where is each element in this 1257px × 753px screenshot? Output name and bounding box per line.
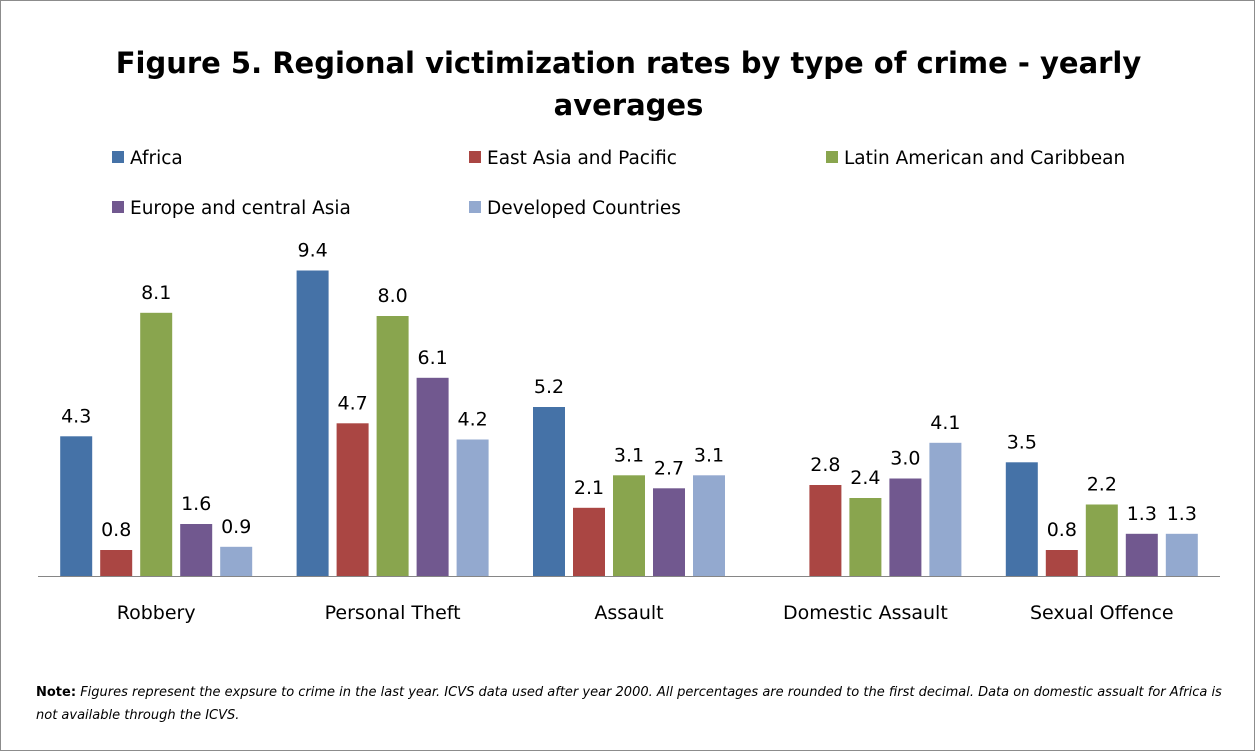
bar-assault-developed-countries [693,475,725,577]
data-label-personal-theft-europe-and-central-asia: 6.1 [417,347,447,369]
data-label-assault-africa: 5.2 [534,376,564,398]
data-label-personal-theft-latin-american-and-caribbean: 8.0 [377,285,407,307]
data-label-assault-developed-countries: 3.1 [694,444,724,466]
bar-sexual-offence-east-asia-and-pacific [1045,550,1078,576]
legend-label-developed: Developed Countries [487,198,681,219]
legend-item-latin-america: Latin American and Caribbean [826,148,1125,170]
legend-label-europe: Europe and central Asia [130,198,351,219]
data-label-personal-theft-developed-countries: 4.2 [457,409,487,431]
bar-assault-europe-and-central-asia [653,488,685,577]
bar-assault-east-asia-and-pacific [573,507,605,577]
data-label-robbery-latin-american-and-caribbean: 8.1 [141,282,171,304]
data-label-sexual-offence-africa: 3.5 [1007,431,1037,453]
note-text: Figures represent the expsure to crime i… [36,685,1222,723]
legend-swatch-latin-america [826,151,838,163]
legend-item-africa: Africa [112,148,183,170]
bar-robbery-developed-countries [220,546,253,577]
bar-personal-theft-europe-and-central-asia [416,377,449,577]
data-label-robbery-developed-countries: 0.9 [221,516,251,538]
legend-label-east-asia: East Asia and Pacific [487,148,677,169]
data-label-assault-latin-american-and-caribbean: 3.1 [614,444,644,466]
bar-robbery-europe-and-central-asia [180,524,213,576]
data-label-assault-europe-and-central-asia: 2.7 [654,457,684,479]
legend-swatch-east-asia [469,151,481,163]
legend-item-europe: Europe and central Asia [112,198,351,220]
category-label-domestic-assault: Domestic Assault [783,602,948,624]
bar-personal-theft-latin-american-and-caribbean [376,316,409,576]
bar-sexual-offence-europe-and-central-asia [1125,533,1158,577]
data-label-sexual-offence-east-asia-and-pacific: 0.8 [1047,519,1077,541]
bar-personal-theft-east-asia-and-pacific [336,423,369,577]
data-label-personal-theft-africa: 9.4 [297,240,327,262]
legend-label-latin-america: Latin American and Caribbean [844,148,1126,169]
bar-assault-africa [533,407,565,576]
bar-domestic-assault-east-asia-and-pacific [809,485,842,576]
bar-robbery-africa [60,436,93,577]
category-label-sexual-offence: Sexual Offence [1030,602,1174,624]
data-label-robbery-africa: 4.3 [61,405,91,427]
legend-item-east-asia: East Asia and Pacific [469,148,677,170]
chart-note: Note: Figures represent the expsure to c… [36,681,1226,727]
data-label-domestic-assault-europe-and-central-asia: 3.0 [890,448,920,470]
bar-sexual-offence-latin-american-and-caribbean [1085,504,1118,576]
data-label-sexual-offence-latin-american-and-caribbean: 2.2 [1087,474,1117,496]
bar-personal-theft-africa [296,270,329,576]
category-label-assault: Assault [594,602,663,624]
bar-robbery-east-asia-and-pacific [100,550,133,576]
bar-robbery-latin-american-and-caribbean [140,312,173,577]
bar-personal-theft-developed-countries [456,439,489,576]
data-label-sexual-offence-developed-countries: 1.3 [1167,503,1197,525]
chart-title: Figure 5. Regional victimization rates b… [0,42,1257,126]
bar-sexual-offence-developed-countries [1165,533,1198,577]
data-label-assault-east-asia-and-pacific: 2.1 [574,477,604,499]
bar-assault-latin-american-and-caribbean [613,475,645,577]
data-label-domestic-assault-developed-countries: 4.1 [930,412,960,434]
bar-sexual-offence-africa [1005,462,1038,577]
data-label-domestic-assault-latin-american-and-caribbean: 2.4 [850,467,880,489]
data-label-robbery-europe-and-central-asia: 1.6 [181,493,211,515]
category-label-robbery: Robbery [117,602,196,624]
data-label-robbery-east-asia-and-pacific: 0.8 [101,519,131,541]
legend-swatch-europe [112,201,124,213]
bar-domestic-assault-developed-countries [929,442,962,577]
category-label-personal-theft: Personal Theft [325,602,461,624]
chart-title-line-1: Figure 5. Regional victimization rates b… [115,46,1142,80]
chart-title-line-2: averages [553,88,704,122]
legend-swatch-developed [469,201,481,213]
bar-domestic-assault-latin-american-and-caribbean [849,498,882,576]
note-label: Note: [36,685,77,700]
legend-swatch-africa [112,151,124,163]
data-label-personal-theft-east-asia-and-pacific: 4.7 [337,392,367,414]
legend-label-africa: Africa [130,148,183,169]
data-label-sexual-offence-europe-and-central-asia: 1.3 [1127,503,1157,525]
legend-item-developed: Developed Countries [469,198,681,220]
bar-domestic-assault-europe-and-central-asia [889,478,922,576]
data-label-domestic-assault-east-asia-and-pacific: 2.8 [810,454,840,476]
